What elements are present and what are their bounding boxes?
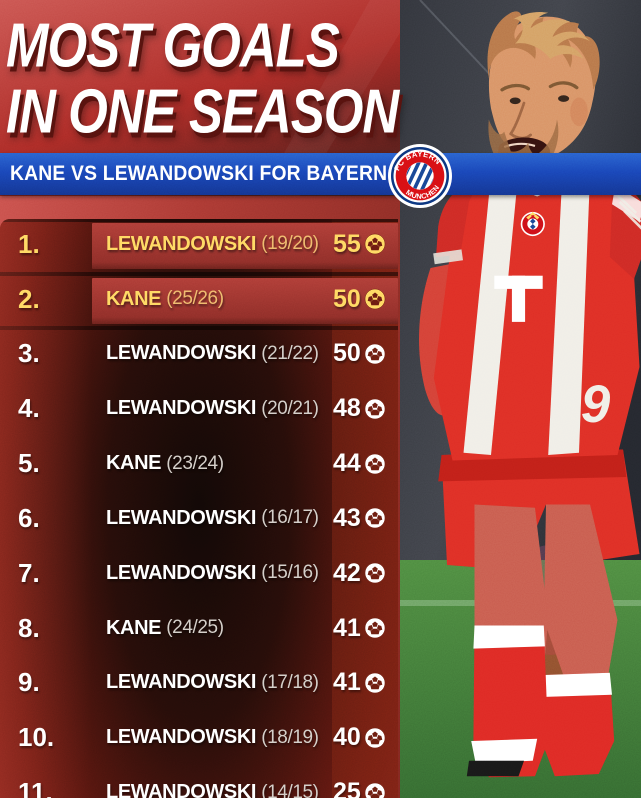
svg-text:9: 9 bbox=[581, 375, 611, 434]
